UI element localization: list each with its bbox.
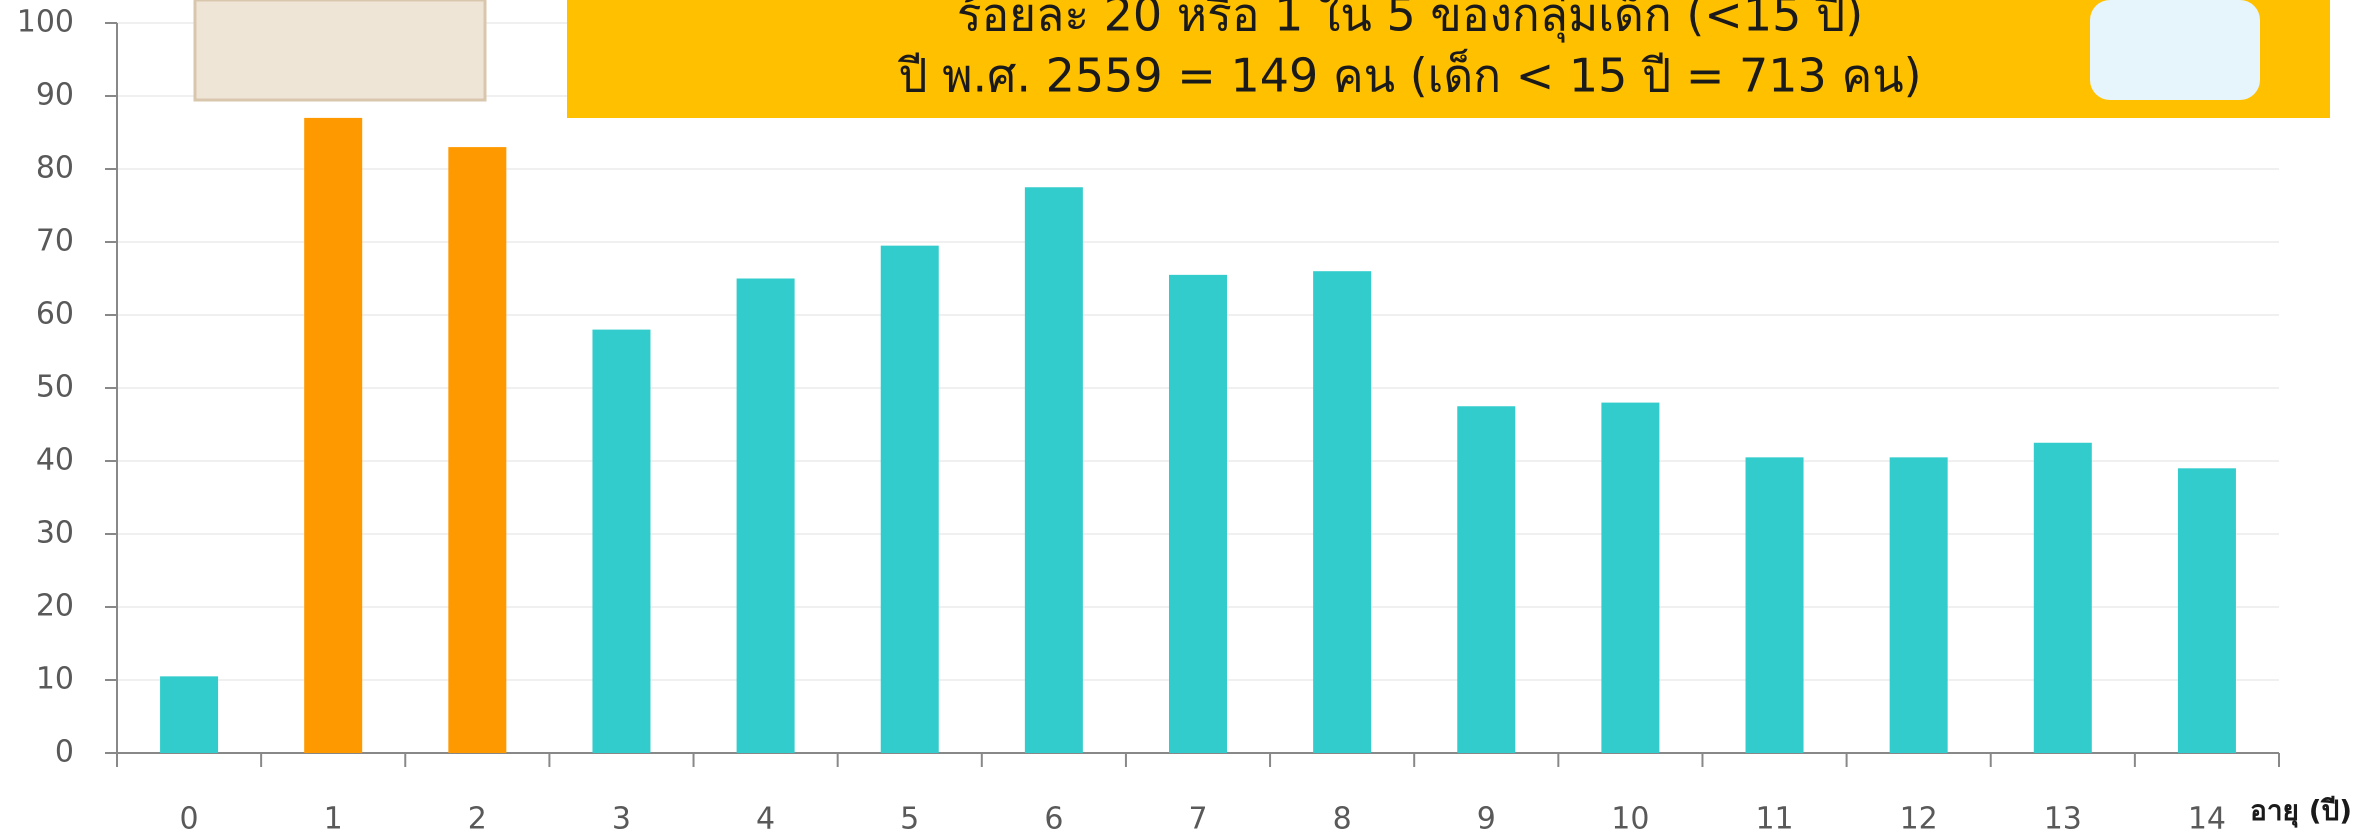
bar bbox=[160, 676, 218, 753]
y-tick-label: 90 bbox=[36, 78, 74, 113]
bar bbox=[304, 118, 362, 753]
bar bbox=[1457, 406, 1515, 753]
bar bbox=[737, 279, 795, 754]
x-tick-label: 11 bbox=[1755, 802, 1793, 837]
y-tick-label: 100 bbox=[17, 5, 74, 40]
x-axis-label: อายุ (ปี) bbox=[2250, 794, 2352, 828]
banner-line-2: ปี พ.ศ. 2559 = 149 คน (เด็ก < 15 ปี = 71… bbox=[897, 49, 1922, 103]
y-tick-label: 0 bbox=[55, 735, 74, 770]
x-tick-label: 3 bbox=[612, 802, 631, 837]
y-tick-label: 70 bbox=[36, 224, 74, 259]
x-tick-label: 14 bbox=[2188, 802, 2226, 837]
bar bbox=[448, 147, 506, 753]
x-tick-label: 5 bbox=[900, 802, 919, 837]
bar bbox=[881, 246, 939, 753]
cup-image bbox=[2090, 0, 2260, 100]
bar bbox=[1313, 271, 1371, 753]
bar bbox=[2178, 468, 2236, 753]
x-tick-label: 6 bbox=[1044, 802, 1063, 837]
x-tick-label: 2 bbox=[468, 802, 487, 837]
x-tick-label: 8 bbox=[1333, 802, 1352, 837]
crib-image bbox=[195, 0, 485, 100]
y-tick-label: 40 bbox=[36, 443, 74, 478]
x-tick-label: 1 bbox=[324, 802, 343, 837]
x-tick-label: 7 bbox=[1188, 802, 1207, 837]
bar bbox=[2034, 443, 2092, 753]
x-tick-label: 13 bbox=[2044, 802, 2082, 837]
bar bbox=[1025, 187, 1083, 753]
x-tick-label: 0 bbox=[180, 802, 199, 837]
bar bbox=[1169, 275, 1227, 753]
y-tick-label: 20 bbox=[36, 589, 74, 624]
y-tick-label: 80 bbox=[36, 151, 74, 186]
y-tick-label: 30 bbox=[36, 516, 74, 551]
x-tick-label: 12 bbox=[1900, 802, 1938, 837]
y-tick-label: 10 bbox=[36, 662, 74, 697]
x-tick-label: 10 bbox=[1611, 802, 1649, 837]
y-tick-label: 60 bbox=[36, 297, 74, 332]
bar bbox=[1746, 457, 1804, 753]
bar bbox=[1890, 457, 1948, 753]
x-tick-label: 4 bbox=[756, 802, 775, 837]
bar bbox=[592, 330, 650, 753]
banner-line-1: ร้อยละ 20 หรือ 1 ใน 5 ของกลุ่มเด็ก (<15 … bbox=[957, 0, 1863, 44]
x-tick-label: 9 bbox=[1477, 802, 1496, 837]
y-tick-label: 50 bbox=[36, 370, 74, 405]
bar bbox=[1601, 403, 1659, 753]
chart: ร้อยละ 20 หรือ 1 ใน 5 ของกลุ่มเด็ก (<15 … bbox=[0, 0, 2377, 840]
